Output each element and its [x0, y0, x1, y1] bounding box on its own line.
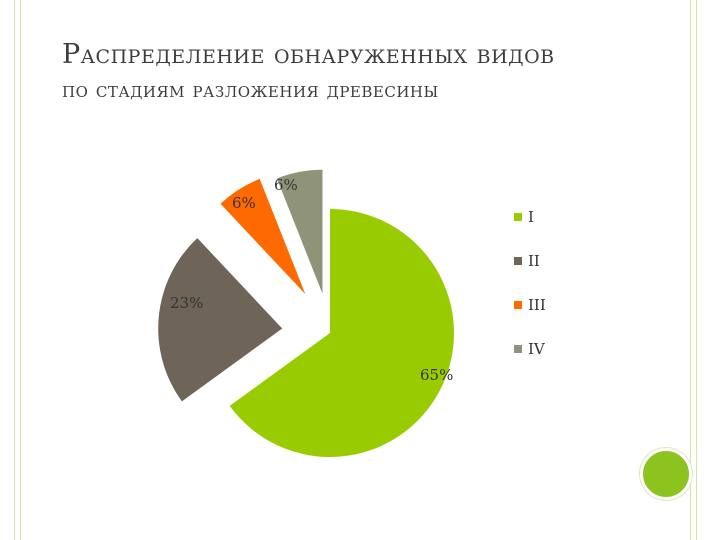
- frame-line-left-inner: [20, 0, 21, 540]
- frame-line-right-inner: [696, 0, 697, 540]
- slide-title-line1: Распределение обнаруженных видов: [62, 39, 555, 70]
- legend-label-IV: IV: [528, 340, 545, 358]
- legend-swatch-III: [514, 301, 522, 309]
- slice-label-II: 23%: [170, 294, 203, 312]
- legend-label-I: I: [528, 208, 534, 226]
- legend-item-III: III: [514, 294, 546, 316]
- legend-item-II: II: [514, 250, 546, 272]
- chart-legend: I II III IV: [514, 206, 546, 382]
- legend-item-I: I: [514, 206, 546, 228]
- legend-swatch-IV: [514, 345, 522, 353]
- legend-label-III: III: [528, 296, 546, 314]
- slide-title-line2: по стадиям разложения древесины: [62, 78, 439, 103]
- pie-slice-III: [220, 178, 306, 295]
- pie-slice-I: [229, 209, 454, 458]
- legend-swatch-II: [514, 257, 522, 265]
- legend-item-IV: IV: [514, 338, 546, 360]
- slice-label-I: 65%: [420, 366, 453, 384]
- slide-title: Распределение обнаруженных видов по стад…: [62, 38, 662, 106]
- frame-line-right: [690, 0, 691, 540]
- pie-slice-II: [158, 238, 283, 402]
- pie-slice-IV: [276, 169, 323, 294]
- frame-line-left: [14, 0, 15, 540]
- slice-label-IV: 6%: [274, 176, 298, 194]
- decorative-green-circle: [640, 448, 692, 500]
- legend-swatch-I: [514, 213, 522, 221]
- slice-label-III: 6%: [232, 194, 256, 212]
- legend-label-II: II: [528, 252, 540, 270]
